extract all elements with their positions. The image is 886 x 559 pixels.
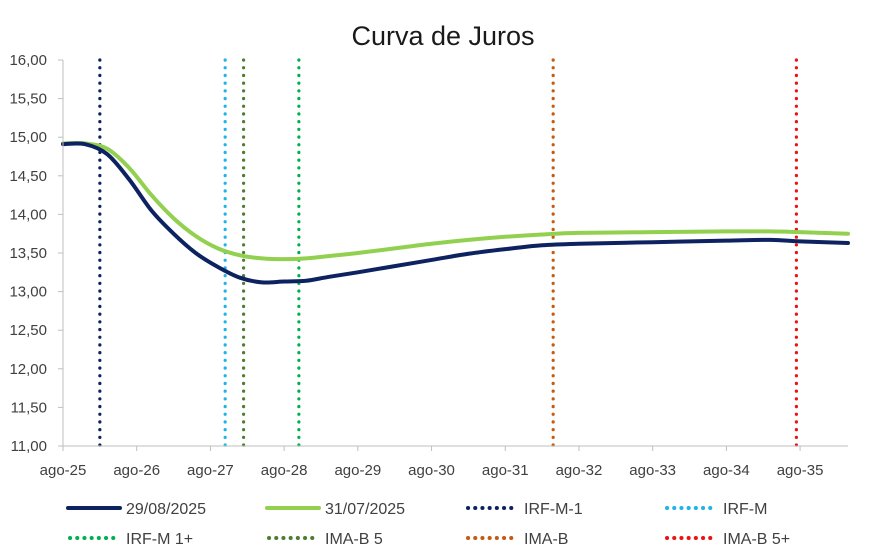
x-tick-label: ago-28 [261, 462, 308, 479]
series-line-31-07-2025 [61, 140, 850, 262]
x-tick-label: ago-27 [187, 462, 234, 479]
x-tick-label: ago-33 [629, 462, 676, 479]
y-tick-label: 14,50 [9, 168, 47, 185]
legend-label-29-08-2025: 29/08/2025 [126, 501, 206, 518]
y-tick-label: 12,00 [9, 361, 47, 378]
legend-label-irf-m-1: IRF-M-1 [524, 501, 583, 518]
legend-label-31-07-2025: 31/07/2025 [325, 501, 405, 518]
x-tick-label: ago-31 [482, 462, 529, 479]
x-tick-label: ago-25 [40, 462, 87, 479]
legend: 29/08/2025 31/07/2025 IRF-M-1 IRF-M IRF-M 1+… [66, 501, 790, 548]
x-tick-label: ago-35 [777, 462, 824, 479]
y-tick-label: 15,50 [9, 91, 47, 108]
legend-label-ima-b: IMA-B [524, 531, 568, 548]
axes: 11,00 11,50 12,00 12,50 13,00 13,50 14,00 14,50… [9, 52, 848, 479]
legend-label-irf-m-1-: IRF-M 1+ [126, 531, 193, 548]
legend-label-irf-m: IRF-M [723, 501, 767, 518]
y-tick-label: 13,50 [9, 245, 47, 262]
vertical-markers [98, 58, 799, 448]
x-tick-label: ago-29 [334, 462, 381, 479]
y-tick-label: 14,00 [9, 206, 47, 223]
legend-label-ima-b-5-: IMA-B 5+ [723, 531, 790, 548]
legend-label-ima-b-5: IMA-B 5 [325, 531, 383, 548]
x-tick-label: ago-30 [408, 462, 455, 479]
y-tick-label: 11,50 [11, 399, 47, 416]
series-lines [61, 140, 850, 285]
y-tick-label: 12,50 [9, 322, 47, 339]
y-tick-label: 13,00 [9, 284, 47, 301]
y-tick-label: 11,00 [11, 438, 47, 455]
x-tick-label: ago-26 [113, 462, 160, 479]
series-line-29-08-2025 [61, 141, 850, 285]
chart-title: Curva de Juros [351, 21, 534, 51]
x-tick-label: ago-32 [556, 462, 603, 479]
x-tick-label: ago-34 [703, 462, 750, 479]
y-tick-label: 15,00 [9, 129, 47, 146]
y-tick-label: 16,00 [9, 52, 47, 69]
